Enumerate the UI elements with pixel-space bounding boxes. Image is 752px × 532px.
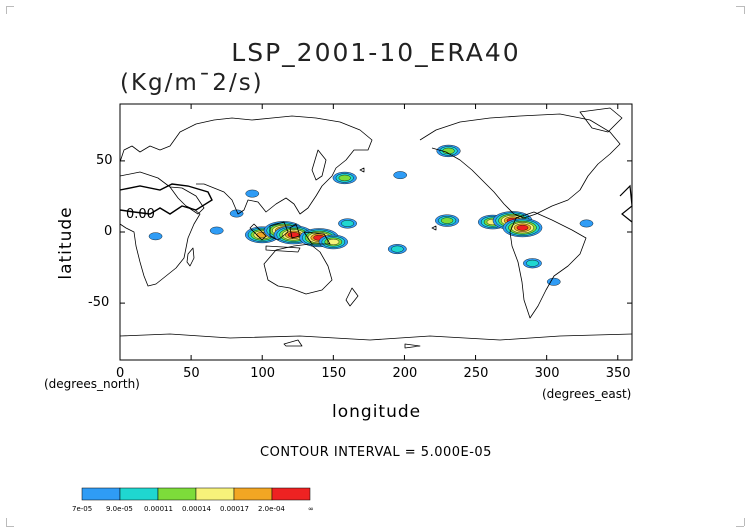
colorbar-label: 7e-05	[72, 505, 93, 513]
x-axis-note-right: (degrees_east)	[542, 387, 632, 401]
crop-mark	[6, 6, 14, 7]
x-tick-label: 0	[116, 366, 125, 381]
colorbar-label: 0.00011	[144, 505, 173, 513]
precip-blob	[441, 217, 454, 224]
colorbar-swatch	[195, 487, 235, 501]
colorbar-swatch	[81, 487, 121, 501]
chart-title: LSP_2001-10_ERA40	[231, 38, 521, 67]
colorbar-label: 9.0e-05	[106, 505, 133, 513]
precip-blob	[245, 189, 260, 198]
precip-blob	[579, 219, 594, 228]
colorbar-swatch	[271, 487, 311, 501]
crop-mark	[6, 6, 7, 14]
colorbar-swatch	[157, 487, 197, 501]
crop-mark	[6, 526, 14, 527]
axis-ticks	[119, 104, 632, 360]
x-tick-label: 350	[605, 366, 631, 381]
x-tick-label: 300	[534, 366, 560, 381]
precip-blob	[391, 245, 404, 253]
y-tick-label: 0	[104, 224, 113, 239]
precip-blob	[526, 259, 539, 267]
chart-units: (Kg/m¯2/s)	[120, 70, 264, 96]
colorbar	[81, 487, 311, 501]
x-tick-label: 50	[183, 366, 200, 381]
x-tick-label: 250	[463, 366, 489, 381]
colorbar-label: 0.00017	[220, 505, 249, 513]
contour-line-label: 0.00	[126, 207, 155, 222]
precip-blob	[148, 232, 163, 241]
coastlines	[119, 107, 633, 349]
y-tick-label: -50	[88, 295, 110, 311]
precip-blob	[546, 277, 561, 286]
contour-interval-text: CONTOUR INTERVAL = 5.000E-05	[260, 445, 492, 460]
precip-blob	[393, 171, 407, 180]
crop-mark	[736, 6, 744, 7]
crop-mark	[744, 518, 745, 526]
x-tick-label: 200	[392, 366, 418, 381]
x-axis-label: longitude	[332, 402, 422, 422]
colorbar-label: ∞	[308, 505, 314, 513]
precip-blob	[327, 238, 340, 245]
crop-mark	[744, 6, 745, 14]
colorbar-label: 2.0e-04	[258, 505, 285, 513]
contour-line-east	[619, 184, 633, 223]
crop-mark	[6, 518, 7, 526]
zero-contour-line	[119, 183, 213, 215]
precip-blob	[516, 224, 529, 231]
precip-contours	[148, 144, 594, 286]
colorbar-label: 0.00014	[182, 505, 211, 513]
colorbar-swatch	[119, 487, 159, 501]
x-axis-note-left: (degrees_north)	[44, 377, 140, 391]
plot-frame	[119, 103, 633, 361]
precip-blob	[341, 220, 354, 227]
y-tick-label: 50	[96, 152, 113, 168]
colorbar-swatch	[233, 487, 273, 501]
crop-mark	[736, 526, 744, 527]
x-tick-label: 150	[321, 366, 347, 381]
precip-blob	[209, 226, 224, 235]
precip-blob	[338, 174, 351, 182]
x-tick-label: 100	[250, 366, 276, 381]
